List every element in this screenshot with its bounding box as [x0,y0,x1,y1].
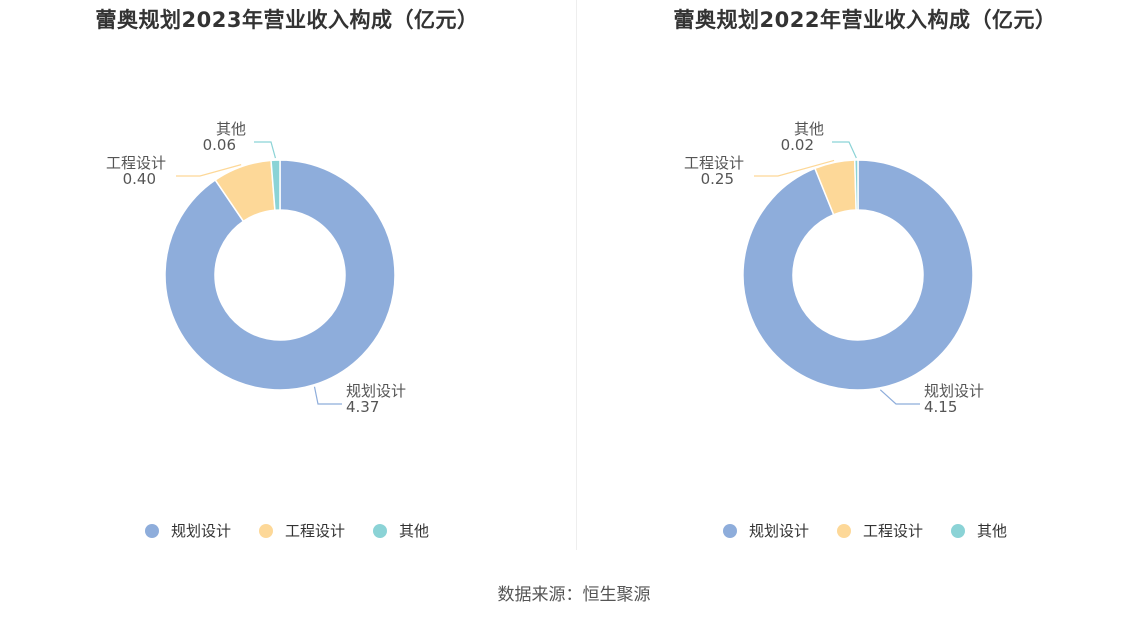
leader-line-other [254,141,277,159]
legend-item-engineering[interactable]: 工程设计 [836,520,923,541]
chart-panel-2022: 蕾奥规划2022年营业收入构成（亿元） 规划设计 4.15 工程设计 0.25 其他 0.… [578,0,1148,560]
chart-title: 蕾奥规划2023年营业收入构成（亿元） [95,8,479,32]
slice-value-label: 0.25 [701,170,734,188]
slice-category-label: 其他 [216,120,246,138]
slice-value-label: 0.06 [203,136,236,154]
legend-item-other[interactable]: 其他 [951,520,1007,541]
legend-item-planning[interactable]: 规划设计 [144,520,231,541]
legend-item-engineering[interactable]: 工程设计 [258,520,345,541]
legend-label: 其他 [399,522,430,540]
legend-dot-icon [836,523,851,538]
leader-line-planning [879,389,920,405]
legend-dot-icon [722,523,737,538]
legend-item-other[interactable]: 其他 [373,520,429,541]
legend-label: 规划设计 [748,522,809,540]
legend-dot-icon [258,523,273,538]
legend-label: 工程设计 [284,522,345,540]
slice-category-label: 其他 [794,120,824,138]
leader-line-engineering [754,159,835,177]
data-source: 数据来源：恒生聚源 [497,585,651,605]
legend-dot-icon [373,523,387,538]
leader-line-engineering [176,164,242,177]
slice-value-label: 4.15 [924,398,957,416]
slice-value-label: 4.37 [346,398,379,416]
slice-value-label: 0.02 [781,136,814,154]
pie-slice-planning[interactable] [164,159,396,391]
slice-value-label: 0.40 [123,170,156,188]
slice-category-label: 规划设计 [346,382,406,400]
legend-dot-icon [951,523,965,538]
legend-item-planning[interactable]: 规划设计 [722,520,809,541]
pie-slice-planning[interactable] [742,159,974,391]
pie-slice-other[interactable] [270,159,281,212]
legend-label: 其他 [977,522,1008,540]
slice-category-label: 工程设计 [106,154,166,172]
pie-slice-other[interactable] [853,159,859,211]
legend-dot-icon [144,523,159,538]
legend: 规划设计 工程设计 其他 [0,520,574,541]
slice-category-label: 工程设计 [684,154,744,172]
leader-line-other [832,141,857,159]
legend-label: 规划设计 [170,522,231,540]
panel-divider [576,0,577,550]
chart-panel-2023: 蕾奥规划2023年营业收入构成（亿元） 规划设计 4.37 工程设计 0.40 其他 0.… [0,0,574,560]
slice-category-label: 规划设计 [924,382,984,400]
chart-title: 蕾奥规划2022年营业收入构成（亿元） [673,8,1057,32]
legend-label: 工程设计 [862,522,923,540]
leader-line-planning [313,386,342,405]
legend: 规划设计 工程设计 其他 [578,520,1148,541]
